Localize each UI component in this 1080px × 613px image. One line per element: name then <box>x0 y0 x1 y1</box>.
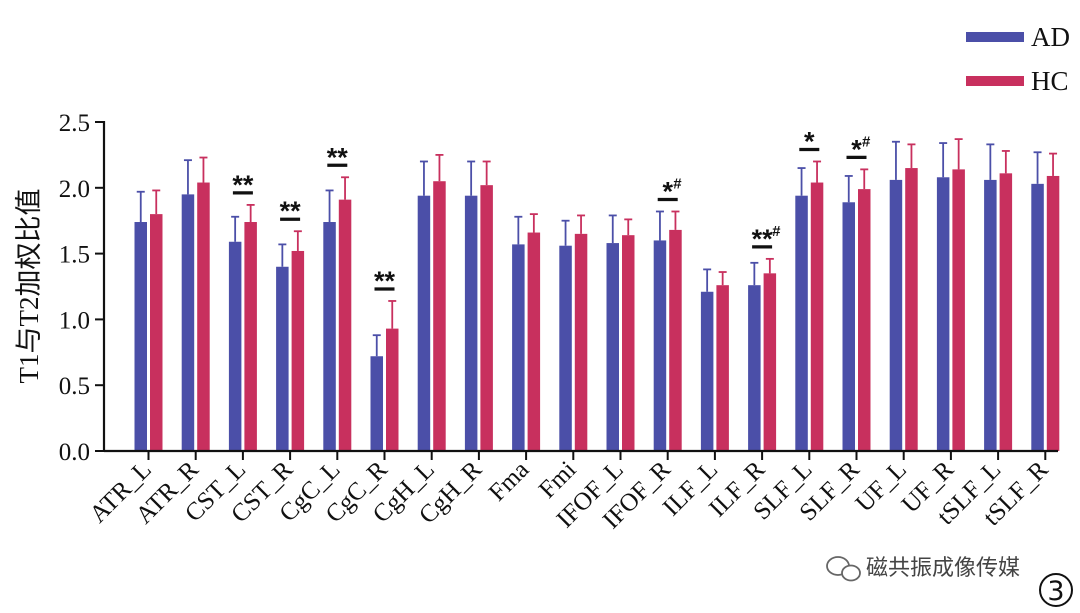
bar-ad-ilf-l <box>700 291 714 451</box>
bar-ad-cst-l <box>228 241 242 451</box>
bar-ad-slf-r <box>842 202 855 451</box>
legend-label-hc: HC <box>1031 66 1069 96</box>
significance-layer: ********* #** #* * # <box>232 126 871 295</box>
bar-hc-cgc-r <box>386 328 399 451</box>
legend: AD HC <box>966 22 1070 96</box>
significance-label-ilf-r: ** <box>752 224 774 254</box>
y-tick-label-1: 0.5 <box>59 373 90 400</box>
bar-hc-slf-l <box>810 182 824 451</box>
bar-ad-slf-l <box>795 195 808 451</box>
bar-hc-cgc-l <box>338 199 352 451</box>
legend-swatch-hc <box>966 76 1024 86</box>
bar-hc-cst-r <box>291 250 305 451</box>
bar-ad-cgh-r <box>464 195 478 451</box>
bar-hc-ifof-l <box>622 235 635 451</box>
significance-label-slf-l: * <box>804 126 815 156</box>
bar-hc-tslf-r <box>1046 175 1060 451</box>
significance-label-cst-r: ** <box>280 196 302 226</box>
y-tick-label-4: 2.0 <box>59 176 90 203</box>
wechat-icon <box>826 556 861 582</box>
legend-swatch-ad <box>966 32 1024 42</box>
bar-hc-cgh-l <box>433 181 446 451</box>
bar-hc-ilf-r <box>763 273 777 451</box>
panel-label: 3 <box>1039 573 1073 607</box>
significance-hash-ilf-r: # <box>772 223 781 240</box>
bar-ad-cgh-l <box>417 195 431 451</box>
bar-hc-ifof-r <box>669 229 682 451</box>
significance-label-slf-r: * <box>851 134 862 164</box>
bar-hc-ilf-l <box>716 285 729 451</box>
bar-ad-atr-l <box>134 222 147 451</box>
bar-ad-uf-r <box>936 177 950 451</box>
bar-ad-cst-r <box>276 266 289 451</box>
bar-ad-ifof-l <box>606 243 619 451</box>
bar-ad-ilf-r <box>748 285 761 451</box>
y-tick-label-5: 2.5 <box>59 110 90 137</box>
bar-hc-fmi <box>574 233 588 451</box>
bar-hc-fma <box>527 232 541 451</box>
y-tick-label-3: 1.5 <box>59 242 90 269</box>
bar-hc-slf-r <box>858 189 871 451</box>
bar-ad-fma <box>512 244 525 451</box>
bar-hc-uf-r <box>952 169 965 451</box>
bar-ad-cgc-r <box>370 356 383 451</box>
bar-ad-tslf-r <box>1031 183 1044 452</box>
watermark-text: 磁共振成像传媒 <box>866 556 1020 581</box>
significance-hash-ifof-r: # <box>673 175 682 192</box>
bar-hc-atr-r <box>197 182 210 451</box>
significance-label-ifof-r: * <box>662 176 673 206</box>
bar-hc-cst-l <box>244 222 257 451</box>
bar-ad-ifof-r <box>653 240 667 451</box>
legend-label-ad: AD <box>1031 22 1070 52</box>
significance-hash-slf-r: # <box>862 133 871 150</box>
bar-ad-atr-r <box>181 194 195 451</box>
x-tick-label-uf-l: UF_L <box>851 456 912 517</box>
bar-ad-tslf-l <box>984 179 997 452</box>
y-tick-label-0: 0.0 <box>59 439 90 466</box>
bar-ad-fmi <box>559 245 572 451</box>
watermark: 磁共振成像传媒 <box>826 556 1020 582</box>
bar-hc-cgh-r <box>480 185 493 451</box>
significance-label-cgc-l: ** <box>327 142 349 172</box>
x-tick-label-fma: Fma <box>484 456 535 507</box>
panel-label-number: 3 <box>1047 576 1064 607</box>
bar-hc-tslf-l <box>999 173 1013 451</box>
bars-layer <box>134 138 1060 452</box>
bar-hc-atr-l <box>150 214 163 451</box>
bar-ad-uf-l <box>889 179 903 452</box>
y-axis-label: T1与T2加权比值 <box>14 189 44 384</box>
significance-label-cst-l: ** <box>232 170 254 200</box>
bar-hc-uf-l <box>905 168 918 451</box>
significance-label-cgc-r: ** <box>374 266 396 296</box>
y-tick-label-2: 1.0 <box>59 307 90 334</box>
bar-ad-cgc-l <box>323 222 336 451</box>
